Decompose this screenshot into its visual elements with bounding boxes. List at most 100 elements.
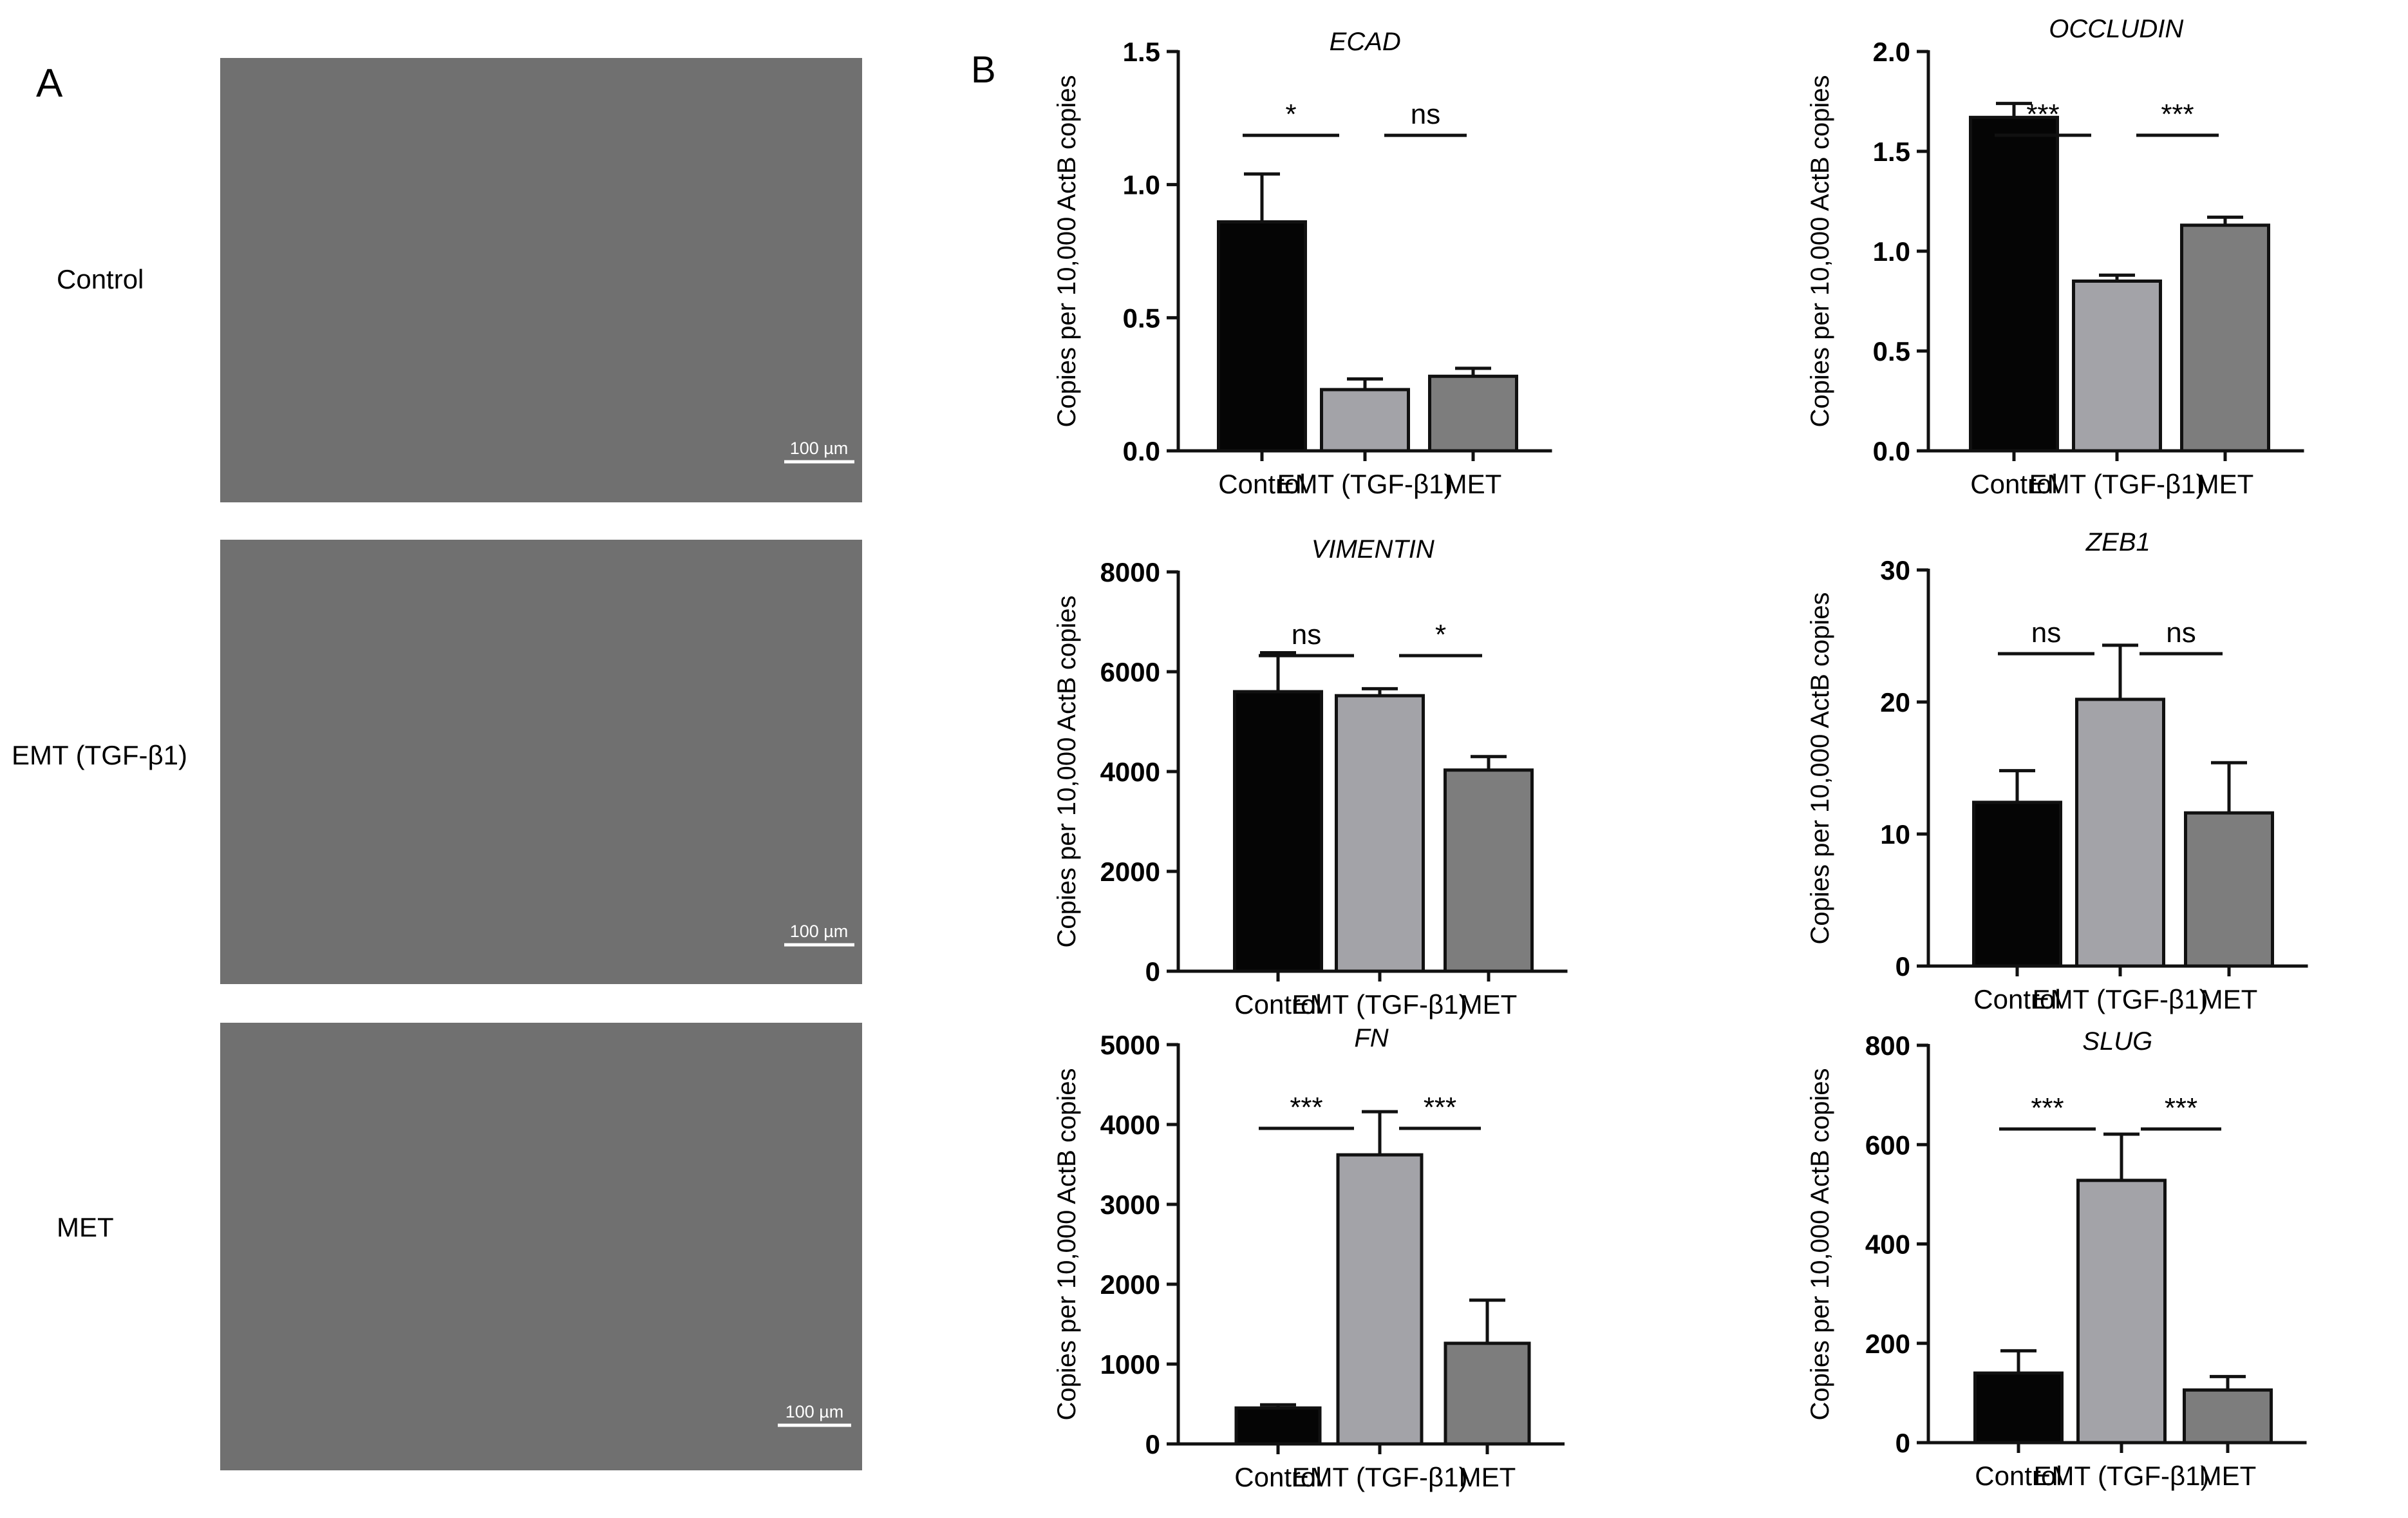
y-tick-label: 0.0 bbox=[1873, 436, 1910, 466]
x-tick-label: MET bbox=[2197, 469, 2254, 499]
micrograph-row-label: MET bbox=[57, 1212, 114, 1242]
chart-title: FN bbox=[1354, 1024, 1388, 1052]
y-tick-label: 0.5 bbox=[1873, 336, 1910, 366]
scale-bar-label: 100 µm bbox=[785, 1402, 844, 1421]
y-tick-label: 400 bbox=[1865, 1229, 1910, 1260]
y-axis-label: Copies per 10,000 ActB copies bbox=[1053, 1068, 1081, 1420]
significance-label: * bbox=[1435, 619, 1446, 650]
y-tick-label: 200 bbox=[1865, 1329, 1910, 1359]
y-tick-label: 1.0 bbox=[1123, 170, 1160, 200]
y-tick-label: 8000 bbox=[1100, 557, 1160, 587]
y-tick-label: 0.5 bbox=[1123, 303, 1160, 333]
significance-label: *** bbox=[2161, 99, 2194, 130]
x-tick-label: EMT (TGF-β1) bbox=[2033, 1461, 2209, 1491]
bar bbox=[1428, 374, 1518, 453]
y-tick-label: 0.0 bbox=[1123, 436, 1160, 466]
x-tick-label: Control bbox=[1975, 1461, 2062, 1491]
chart-vimentin: VIMENTIN Copies per 10,000 ActB copies 0 20… bbox=[1053, 535, 1568, 1020]
y-tick-label: 2000 bbox=[1100, 1269, 1160, 1300]
y-tick-label: 5000 bbox=[1100, 1030, 1160, 1060]
significance-label: * bbox=[1285, 99, 1296, 130]
y-tick-label: 20 bbox=[1880, 687, 1910, 717]
bar bbox=[2180, 223, 2270, 453]
y-tick-label: 600 bbox=[1865, 1130, 1910, 1160]
bar bbox=[2075, 697, 2165, 968]
bar bbox=[2184, 811, 2274, 968]
micrograph-control: Control 100 µm bbox=[57, 58, 862, 502]
significance-label: ns bbox=[1292, 619, 1321, 650]
x-tick-label: MET bbox=[1445, 469, 1502, 499]
y-tick-label: 3000 bbox=[1100, 1190, 1160, 1220]
x-tick-label: EMT (TGF-β1) bbox=[2029, 469, 2205, 499]
chart-title: VIMENTIN bbox=[1312, 535, 1434, 564]
y-tick-label: 0 bbox=[1895, 1428, 1910, 1458]
x-tick-label: Control bbox=[1970, 469, 2057, 499]
y-axis-label: Copies per 10,000 ActB copies bbox=[1806, 592, 1834, 944]
panel-a-label: A bbox=[36, 61, 63, 106]
micrograph-met: MET 100 µm bbox=[57, 1023, 862, 1470]
panel-b-label: B bbox=[971, 49, 996, 91]
x-tick-label: EMT (TGF-β1) bbox=[1292, 1462, 1467, 1492]
significance-label: *** bbox=[1424, 1092, 1456, 1123]
significance-label: *** bbox=[2165, 1092, 2197, 1124]
y-axis-label: Copies per 10,000 ActB copies bbox=[1806, 75, 1834, 427]
micrograph-row-label: Control bbox=[57, 264, 144, 294]
x-tick-label: MET bbox=[1459, 1462, 1516, 1492]
bar bbox=[1335, 694, 1425, 973]
bar bbox=[1972, 801, 2062, 968]
x-tick-label: Control bbox=[1218, 469, 1305, 499]
bar bbox=[1973, 1371, 2064, 1445]
significance-label: *** bbox=[1290, 1092, 1322, 1123]
y-axis-label: Copies per 10,000 ActB copies bbox=[1053, 595, 1081, 947]
bar bbox=[1217, 220, 1307, 453]
x-tick-label: Control bbox=[1234, 1462, 1321, 1492]
bar bbox=[2076, 1179, 2167, 1445]
y-tick-label: 1.5 bbox=[1873, 137, 1910, 167]
y-tick-label: 0 bbox=[1145, 956, 1160, 987]
x-tick-label: MET bbox=[2199, 1461, 2257, 1491]
y-tick-label: 1000 bbox=[1100, 1349, 1160, 1380]
x-tick-label: EMT (TGF-β1) bbox=[1292, 989, 1467, 1020]
y-tick-label: 2000 bbox=[1100, 857, 1160, 887]
significance-label: ns bbox=[1411, 99, 1440, 130]
bar bbox=[2183, 1388, 2273, 1445]
chart-title: OCCLUDIN bbox=[2049, 15, 2183, 43]
chart-title: ECAD bbox=[1330, 28, 1401, 56]
y-tick-label: 800 bbox=[1865, 1030, 1910, 1061]
bar bbox=[1320, 388, 1410, 453]
y-tick-label: 30 bbox=[1880, 555, 1910, 585]
y-tick-label: 10 bbox=[1880, 819, 1910, 849]
significance-label: *** bbox=[2026, 99, 2059, 130]
x-tick-label: Control bbox=[1973, 984, 2060, 1014]
significance-label: ns bbox=[2166, 617, 2196, 649]
scale-bar-label: 100 µm bbox=[790, 439, 849, 458]
chart-fn: FN Copies per 10,000 ActB copies 0 1000 2000… bbox=[1053, 1024, 1565, 1492]
x-tick-label: Control bbox=[1234, 989, 1321, 1020]
bar bbox=[2072, 280, 2162, 453]
bar bbox=[1336, 1153, 1424, 1446]
significance-label: ns bbox=[2031, 617, 2061, 649]
micrograph-row-label: EMT (TGF-β1) bbox=[12, 740, 187, 770]
x-tick-label: EMT (TGF-β1) bbox=[1277, 469, 1453, 499]
bar bbox=[1969, 115, 2059, 453]
y-tick-label: 4000 bbox=[1100, 1110, 1160, 1140]
y-axis-label: Copies per 10,000 ActB copies bbox=[1053, 75, 1081, 427]
chart-slug: SLUG Copies per 10,000 ActB copies 0 200 400… bbox=[1806, 1027, 2307, 1491]
significance-label: *** bbox=[2031, 1092, 2064, 1124]
scale-bar-label: 100 µm bbox=[790, 922, 849, 941]
chart-occludin: OCCLUDIN Copies per 10,000 ActB copies 0.0… bbox=[1806, 15, 2304, 499]
y-axis-label: Copies per 10,000 ActB copies bbox=[1806, 1068, 1834, 1420]
y-tick-label: 1.5 bbox=[1123, 37, 1160, 67]
chart-zeb1: ZEB1 Copies per 10,000 ActB copies 0 10 20 30… bbox=[1806, 528, 2308, 1014]
chart-ecad: ECAD Copies per 10,000 ActB copies 0.0 0.5 1… bbox=[1053, 28, 1552, 499]
y-tick-label: 4000 bbox=[1100, 757, 1160, 787]
chart-title: SLUG bbox=[2082, 1027, 2152, 1056]
x-tick-label: MET bbox=[1460, 989, 1518, 1020]
x-tick-label: MET bbox=[2201, 984, 2258, 1014]
chart-title: ZEB1 bbox=[2085, 528, 2150, 556]
bar bbox=[1444, 768, 1534, 973]
x-tick-label: EMT (TGF-β1) bbox=[2032, 984, 2208, 1014]
y-tick-label: 2.0 bbox=[1873, 37, 1910, 67]
micrograph-emt: EMT (TGF-β1) 100 µm bbox=[12, 540, 862, 984]
